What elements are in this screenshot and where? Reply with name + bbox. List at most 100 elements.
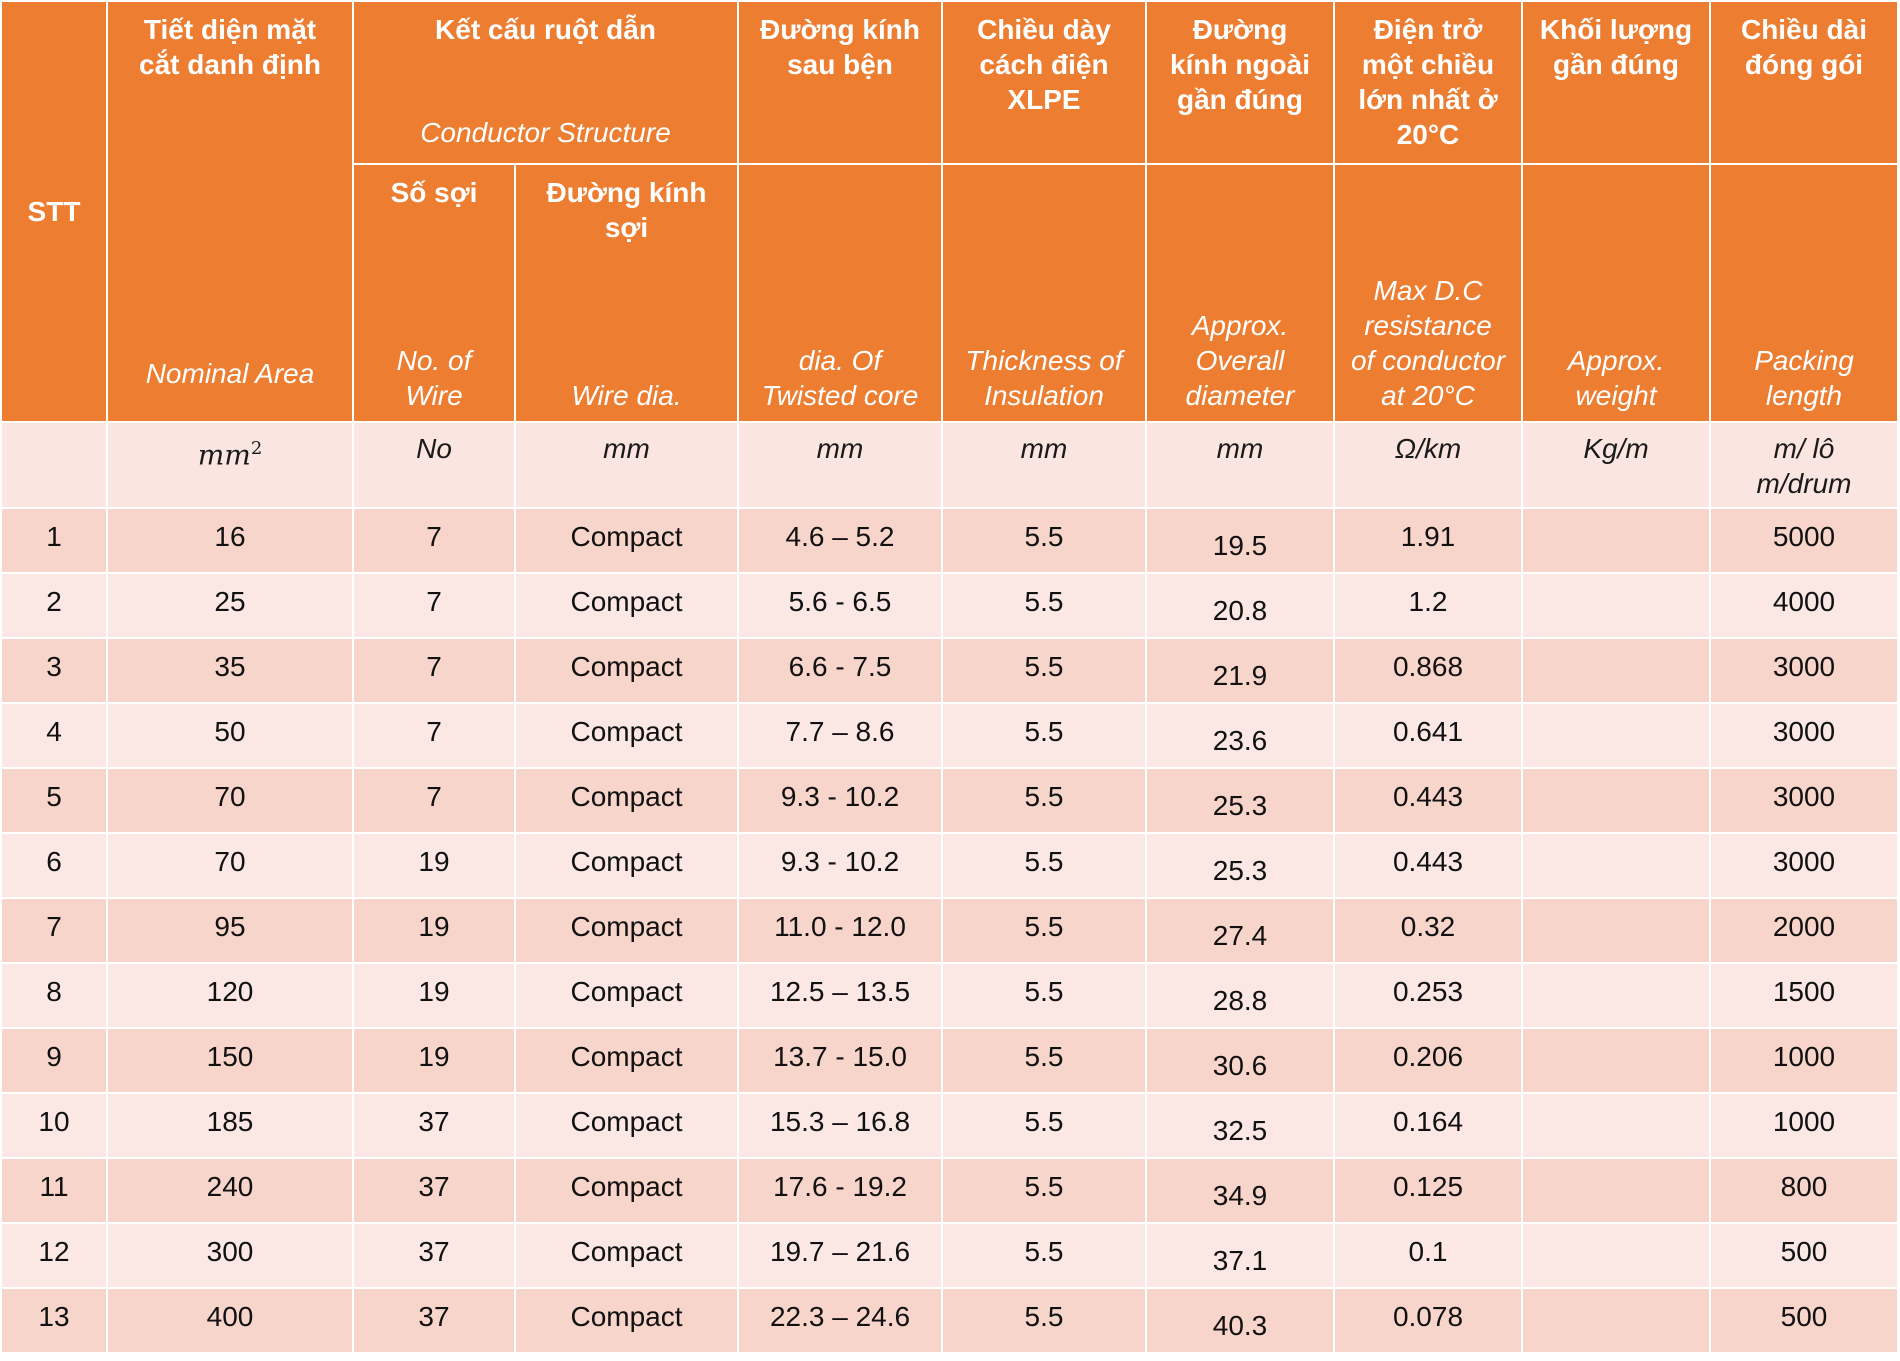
cell-weight <box>1521 637 1711 704</box>
cell-stt: 11 <box>0 1157 108 1224</box>
cell-resistance: 0.206 <box>1333 1027 1523 1094</box>
table-row: 3 35 7 Compact 6.6 - 7.5 5.5 21.9 0.868 3000 <box>0 637 1899 704</box>
cell-twisted: 9.3 - 10.2 <box>737 767 943 834</box>
cell-weight <box>1521 832 1711 899</box>
cell-area: 240 <box>106 1157 354 1224</box>
cell-wires: 19 <box>352 832 516 899</box>
cell-area: 70 <box>106 832 354 899</box>
cell-insulation: 5.5 <box>941 1287 1147 1354</box>
cell-resistance: 0.443 <box>1333 832 1523 899</box>
cell-stt: 3 <box>0 637 108 704</box>
cell-resistance: 0.1 <box>1333 1222 1523 1289</box>
col-header-overall-en: Approx. Overall diameter <box>1145 163 1335 423</box>
cell-overall: 21.9 <box>1145 637 1335 704</box>
col-header-insulation-en: Thickness of Insulation <box>941 163 1147 423</box>
cell-stt: 2 <box>0 572 108 639</box>
cell-wire-dia: Compact <box>514 962 739 1029</box>
cell-twisted: 5.6 - 6.5 <box>737 572 943 639</box>
cell-weight <box>1521 767 1711 834</box>
cell-twisted: 19.7 – 21.6 <box>737 1222 943 1289</box>
cell-packing: 4000 <box>1709 572 1899 639</box>
cell-stt: 13 <box>0 1287 108 1354</box>
cell-weight <box>1521 507 1711 574</box>
cell-weight <box>1521 962 1711 1029</box>
cell-weight <box>1521 1287 1711 1354</box>
cell-weight <box>1521 702 1711 769</box>
cell-wire-dia: Compact <box>514 507 739 574</box>
cell-area: 25 <box>106 572 354 639</box>
cell-wire-dia: Compact <box>514 1092 739 1159</box>
col-header-weight-en: Approx. weight <box>1521 163 1711 423</box>
cell-wire-dia: Compact <box>514 767 739 834</box>
cell-wires: 7 <box>352 767 516 834</box>
cell-area: 300 <box>106 1222 354 1289</box>
unit-wire-dia: mm <box>514 421 739 509</box>
cell-stt: 12 <box>0 1222 108 1289</box>
unit-stt <box>0 421 108 509</box>
cell-packing: 3000 <box>1709 832 1899 899</box>
cell-wire-dia: Compact <box>514 1222 739 1289</box>
cell-insulation: 5.5 <box>941 1092 1147 1159</box>
cell-wire-dia: Compact <box>514 702 739 769</box>
cell-wire-dia: Compact <box>514 897 739 964</box>
cell-insulation: 5.5 <box>941 507 1147 574</box>
cell-stt: 4 <box>0 702 108 769</box>
cell-insulation: 5.5 <box>941 962 1147 1029</box>
cell-overall: 40.3 <box>1145 1287 1335 1354</box>
table-row: 5 70 7 Compact 9.3 - 10.2 5.5 25.3 0.443 3000 <box>0 767 1899 834</box>
col-header-no-of-wire: Số sợi No. of Wire <box>352 163 516 423</box>
table-row: 7 95 19 Compact 11.0 - 12.0 5.5 27.4 0.32 2000 <box>0 897 1899 964</box>
cell-weight <box>1521 897 1711 964</box>
cell-stt: 5 <box>0 767 108 834</box>
cell-weight <box>1521 572 1711 639</box>
units-row: mm2 No mm mm mm mm Ω/km Kg/m m/ lô m/dru… <box>0 421 1899 509</box>
cell-packing: 1500 <box>1709 962 1899 1029</box>
cell-wire-dia: Compact <box>514 1027 739 1094</box>
col-header-twisted-en: dia. Of Twisted core <box>737 163 943 423</box>
cell-weight <box>1521 1157 1711 1224</box>
cell-resistance: 0.125 <box>1333 1157 1523 1224</box>
unit-area: mm2 <box>106 421 354 509</box>
cell-wire-dia: Compact <box>514 832 739 899</box>
cell-resistance: 1.91 <box>1333 507 1523 574</box>
cell-wires: 19 <box>352 1027 516 1094</box>
cell-wires: 37 <box>352 1222 516 1289</box>
cell-area: 120 <box>106 962 354 1029</box>
cell-overall: 25.3 <box>1145 832 1335 899</box>
cell-insulation: 5.5 <box>941 702 1147 769</box>
cell-insulation: 5.5 <box>941 1222 1147 1289</box>
table-row: 2 25 7 Compact 5.6 - 6.5 5.5 20.8 1.2 4000 <box>0 572 1899 639</box>
table-row: 13 400 37 Compact 22.3 – 24.6 5.5 40.3 0.078 500 <box>0 1287 1899 1354</box>
cell-overall: 37.1 <box>1145 1222 1335 1289</box>
unit-resistance: Ω/km <box>1333 421 1523 509</box>
cell-packing: 2000 <box>1709 897 1899 964</box>
cell-packing: 500 <box>1709 1287 1899 1354</box>
cell-resistance: 0.078 <box>1333 1287 1523 1354</box>
cell-area: 35 <box>106 637 354 704</box>
cell-stt: 7 <box>0 897 108 964</box>
cell-twisted: 11.0 - 12.0 <box>737 897 943 964</box>
col-header-nominal-area: Tiết diện mặt cắt danh định Nominal Area <box>106 0 354 423</box>
cell-insulation: 5.5 <box>941 637 1147 704</box>
cell-area: 70 <box>106 767 354 834</box>
cell-stt: 1 <box>0 507 108 574</box>
cell-packing: 3000 <box>1709 767 1899 834</box>
col-header-stt: STT <box>0 0 108 423</box>
unit-twisted: mm <box>737 421 943 509</box>
cell-twisted: 4.6 – 5.2 <box>737 507 943 574</box>
col-header-wire-dia: Đường kính sợi Wire dia. <box>514 163 739 423</box>
cell-area: 150 <box>106 1027 354 1094</box>
col-header-insulation-vi: Chiều dày cách điện XLPE <box>941 0 1147 165</box>
cell-wires: 7 <box>352 637 516 704</box>
cell-overall: 27.4 <box>1145 897 1335 964</box>
cell-wires: 19 <box>352 962 516 1029</box>
cell-overall: 19.5 <box>1145 507 1335 574</box>
cell-wire-dia: Compact <box>514 637 739 704</box>
table-row: 1 16 7 Compact 4.6 – 5.2 5.5 19.5 1.91 5000 <box>0 507 1899 574</box>
cell-packing: 5000 <box>1709 507 1899 574</box>
cell-area: 400 <box>106 1287 354 1354</box>
cell-stt: 10 <box>0 1092 108 1159</box>
cell-weight <box>1521 1092 1711 1159</box>
cell-area: 16 <box>106 507 354 574</box>
